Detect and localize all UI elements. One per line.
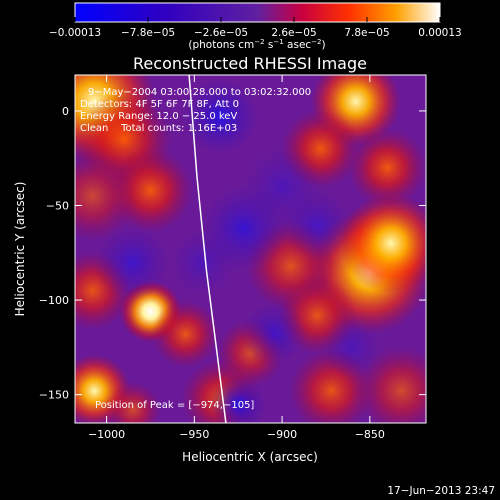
heatmap-blob	[151, 300, 220, 368]
colorbar-tick-label: −2.6e−05	[194, 27, 248, 39]
y-tick-label: −100	[39, 294, 69, 307]
solar-limb-curve	[188, 75, 227, 423]
heatmap-blob	[340, 192, 426, 294]
axis-ticks: −1000 −950 −900 −850 0 −50 −100 −150	[39, 75, 426, 441]
chart-title: Reconstructed RHESSI Image	[133, 54, 367, 73]
annotation-detectors: Detectors: 4F 5F 6F 7F 8F, Att 0	[80, 99, 239, 110]
heatmap-blob	[104, 381, 161, 423]
x-tick-label: −850	[355, 428, 385, 441]
colorbar-tick-label: −7.8e−05	[121, 27, 175, 39]
colorbar-ticks: −0.00013 −7.8e−05 −2.6e−05 2.6e−05 7.8e−05 0.…	[49, 17, 462, 39]
heatmap-blob	[280, 187, 354, 261]
colorbar-tick-label: 2.6e−05	[271, 27, 316, 39]
x-tick-label: −1000	[88, 428, 125, 441]
y-axis-label: Heliocentric Y (arcsec)	[13, 182, 27, 317]
heatmap-blob	[321, 316, 384, 379]
annotation-clean-counts: Clean Total counts: 1.16E+03	[80, 123, 237, 134]
heatmap-blob	[93, 222, 173, 302]
colorbar-tick-label: −0.00013	[49, 27, 101, 39]
plot-frame	[74, 74, 427, 424]
colorbar-unit-label: (photons cm−2 s−1 asec−2)	[188, 38, 325, 51]
y-tick-label: −150	[39, 389, 69, 402]
annotation-energy-range: Energy Range: 12.0 − 25.0 keV	[80, 111, 237, 122]
annotation-time-range: 9−May−2004 03:00:28.000 to 03:02:32.000	[88, 87, 311, 98]
colorbar-tick-label: 0.00013	[418, 27, 461, 39]
heatmap-area	[75, 75, 426, 423]
footer-timestamp: 17−Jun−2013 23:47	[387, 485, 495, 497]
heatmap-blob	[75, 151, 138, 241]
y-tick-label: −50	[46, 200, 69, 213]
heatmap-blob	[239, 300, 308, 368]
y-tick-label: 0	[62, 105, 69, 118]
x-axis-label: Heliocentric X (arcsec)	[182, 450, 318, 464]
heatmap-blob	[181, 77, 260, 156]
x-tick-label: −900	[267, 428, 297, 441]
annotation-peak-position: Position of Peak = [−974,−105]	[95, 400, 254, 411]
x-tick-label: −950	[179, 428, 209, 441]
heatmap-blob	[348, 128, 426, 207]
heatmap-blob	[166, 225, 240, 299]
colorbar-tick-label: 7.8e−05	[344, 27, 389, 39]
colorbar	[74, 2, 441, 23]
